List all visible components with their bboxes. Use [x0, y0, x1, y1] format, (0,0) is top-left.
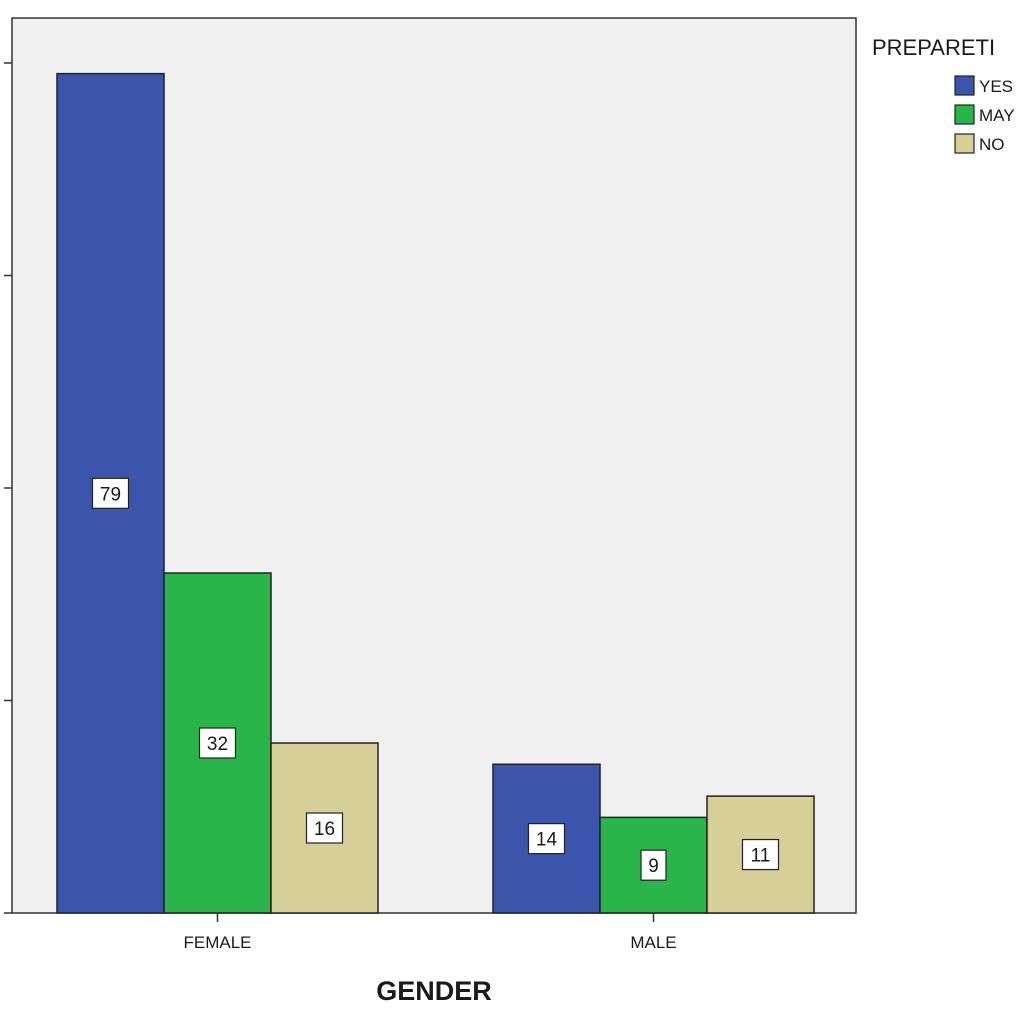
x-axis: FEMALE MALE: [183, 913, 677, 952]
y-axis: [4, 62, 12, 914]
data-label: 79: [100, 484, 121, 505]
legend-swatch-yes: [954, 75, 975, 96]
legend-swatch-may: [954, 104, 975, 125]
bars-group: [56, 72, 815, 914]
data-label-box: [198, 727, 237, 759]
legend: PREPARETI YES MAY NO: [872, 35, 1015, 154]
legend-title: PREPARETI: [872, 35, 995, 60]
data-labels-group: 79 32 16 14 9 11: [91, 477, 780, 881]
data-label: 16: [314, 819, 335, 840]
legend-label-may: MAY: [979, 106, 1015, 125]
data-label-box: [91, 477, 130, 509]
x-tick-label: FEMALE: [183, 933, 251, 952]
legend-label-no: NO: [979, 135, 1005, 154]
x-axis-title: GENDER: [376, 976, 492, 1006]
legend-label-yes: YES: [979, 77, 1013, 96]
x-tick-label: MALE: [630, 933, 676, 952]
legend-swatch-no: [954, 133, 975, 154]
data-label-box: [640, 849, 667, 881]
data-label: 32: [207, 734, 228, 755]
data-label: 9: [648, 856, 659, 877]
data-label: 11: [751, 846, 771, 867]
data-label-box: [305, 812, 344, 844]
data-label-box: [741, 838, 780, 871]
data-label: 14: [536, 830, 558, 851]
data-label-box: [527, 823, 566, 855]
